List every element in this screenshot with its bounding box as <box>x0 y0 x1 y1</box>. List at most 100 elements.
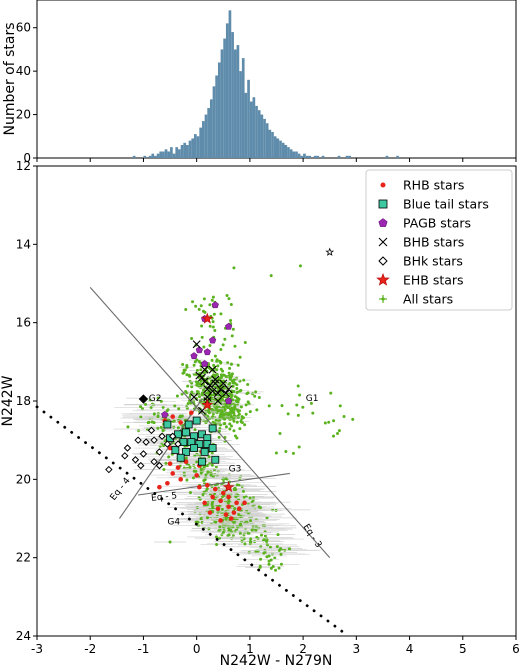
all-star-point <box>209 473 213 477</box>
all-star-point <box>232 429 236 433</box>
all-star-point <box>206 470 210 474</box>
bhk-star-marker <box>174 440 182 448</box>
rhb-star-marker <box>231 510 237 515</box>
histogram-bar <box>180 144 184 158</box>
all-star-point <box>219 376 223 380</box>
histogram-y-tick-label: 40 <box>16 64 31 78</box>
region-label: G1 <box>306 394 319 404</box>
all-star-point <box>223 337 227 341</box>
all-star-point <box>257 505 261 509</box>
bhb-star-marker <box>224 385 233 394</box>
all-star-point <box>219 391 223 395</box>
all-star-point <box>227 529 231 533</box>
all-star-point <box>262 538 266 542</box>
all-star-point <box>211 295 215 299</box>
all-star-point <box>265 516 269 520</box>
all-star-point <box>227 371 231 375</box>
all-star-point <box>228 422 232 426</box>
histogram-bar <box>225 23 229 158</box>
legend-marker <box>379 295 387 303</box>
rhb-star-marker <box>220 490 226 496</box>
all-star-point <box>224 375 228 379</box>
histogram-bar <box>297 153 301 158</box>
all-star-point <box>277 548 281 552</box>
histogram-bar <box>159 151 163 158</box>
rhb-star-marker <box>189 410 194 416</box>
all-star-point <box>156 396 160 400</box>
histogram-bar <box>212 86 216 158</box>
all-star-point <box>184 389 188 393</box>
y-tick-label: 24 <box>16 629 31 643</box>
all-star-point <box>258 565 262 569</box>
all-star-point <box>210 358 214 362</box>
blue-tail-star-marker <box>198 457 206 466</box>
all-star-point <box>220 507 224 511</box>
pagb-star-marker <box>211 301 219 309</box>
all-star-point <box>200 391 204 395</box>
all-star-point <box>239 522 243 526</box>
special-star-markers <box>105 247 335 523</box>
all-star-point <box>224 517 228 521</box>
all-star-point <box>244 412 248 416</box>
all-star-point <box>301 405 305 409</box>
histogram-bar <box>385 155 389 158</box>
all-star-point <box>208 395 212 399</box>
legend-label: RHB stars <box>403 178 464 193</box>
x-tick-label: 5 <box>459 642 467 656</box>
histogram-bar <box>287 147 290 158</box>
rhb-star-marker <box>197 484 202 490</box>
all-star-point <box>210 502 214 506</box>
all-star-point <box>236 363 240 367</box>
all-star-point <box>195 460 199 464</box>
rhb-star-marker <box>170 414 176 419</box>
histogram-bar <box>396 155 399 158</box>
all-star-point <box>251 525 255 529</box>
all-star-point <box>199 368 203 372</box>
all-star-point <box>273 556 277 560</box>
pagb-star-marker <box>224 397 233 405</box>
x-axis-ticks: -3 -2 -1 0 1 2 3 4 5 6 <box>31 636 520 656</box>
histogram-bar <box>233 49 237 158</box>
ehb-star-marker <box>201 398 214 410</box>
bhk-star-marker <box>155 448 164 456</box>
legend-label: All stars <box>403 292 453 307</box>
legend-entry: EHB stars <box>376 273 464 288</box>
histogram-bar <box>255 105 258 158</box>
bhk-star-marker <box>139 450 148 458</box>
histogram-bars <box>132 10 399 159</box>
rhb-star-marker <box>226 494 231 500</box>
all-star-point <box>229 424 233 428</box>
all-star-point <box>208 303 212 307</box>
all-star-point <box>230 374 234 378</box>
all-star-point <box>227 297 231 301</box>
all-star-point <box>233 518 237 522</box>
bhb-star-marker <box>213 389 222 398</box>
all-star-point <box>230 393 234 397</box>
blue-tail-star-marker <box>174 430 182 439</box>
all-star-point <box>218 525 222 529</box>
region-label: Eq - 3 <box>301 523 324 550</box>
histogram-bar <box>252 97 256 158</box>
all-star-point <box>327 420 331 424</box>
blue-tail-star-marker <box>208 444 217 452</box>
histogram-bar <box>194 134 197 158</box>
histogram-bar <box>247 79 250 158</box>
all-star-point <box>202 345 206 349</box>
all-star-point <box>188 491 192 495</box>
legend-marker <box>380 182 386 188</box>
boundary-lines <box>35 287 350 638</box>
all-star-point <box>269 558 273 562</box>
eq-3-line <box>89 287 331 559</box>
all-star-point <box>196 520 200 524</box>
histogram-bar <box>244 92 248 158</box>
all-star-point <box>240 539 244 543</box>
all-star-point <box>296 413 300 417</box>
all-star-point <box>238 355 242 359</box>
all-star-point <box>238 389 242 393</box>
all-star-point <box>227 499 231 503</box>
bhb-star-marker <box>192 340 201 349</box>
all-star-point <box>242 495 246 499</box>
histogram-bar <box>241 58 245 158</box>
